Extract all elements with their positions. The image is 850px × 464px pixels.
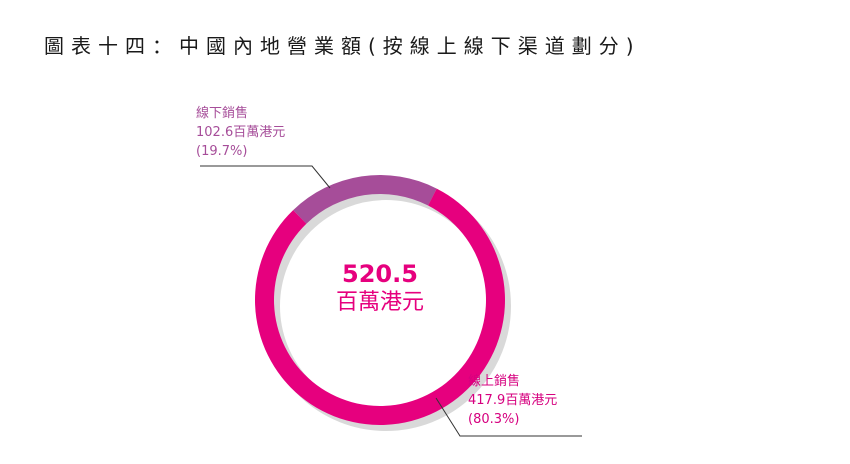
online-sales-value: 417.9百萬港元	[468, 393, 558, 408]
total-value: 520.5	[342, 260, 418, 288]
offline-sales-value: 102.6百萬港元	[196, 125, 286, 140]
online-sales-name: 線上銷售	[468, 374, 521, 389]
online-leader-line	[435, 397, 582, 437]
total-unit: 百萬港元	[335, 290, 424, 315]
online-sales-percent: (80.3%)	[468, 412, 520, 427]
offline-sales-name: 線下銷售	[196, 106, 249, 121]
online-sales-label: 線上銷售 417.9百萬港元 (80.3%)	[468, 372, 557, 429]
donut-center-total: 520.5 百萬港元	[280, 260, 480, 318]
offline-sales-percent: (19.7%)	[196, 144, 248, 159]
offline-sales-label: 線下銷售 102.6百萬港元 (19.7%)	[196, 104, 285, 161]
offline-leader-line	[200, 165, 331, 189]
chart-title: 圖表十四：中國內地營業額(按線上線下渠道劃分)	[44, 34, 641, 58]
